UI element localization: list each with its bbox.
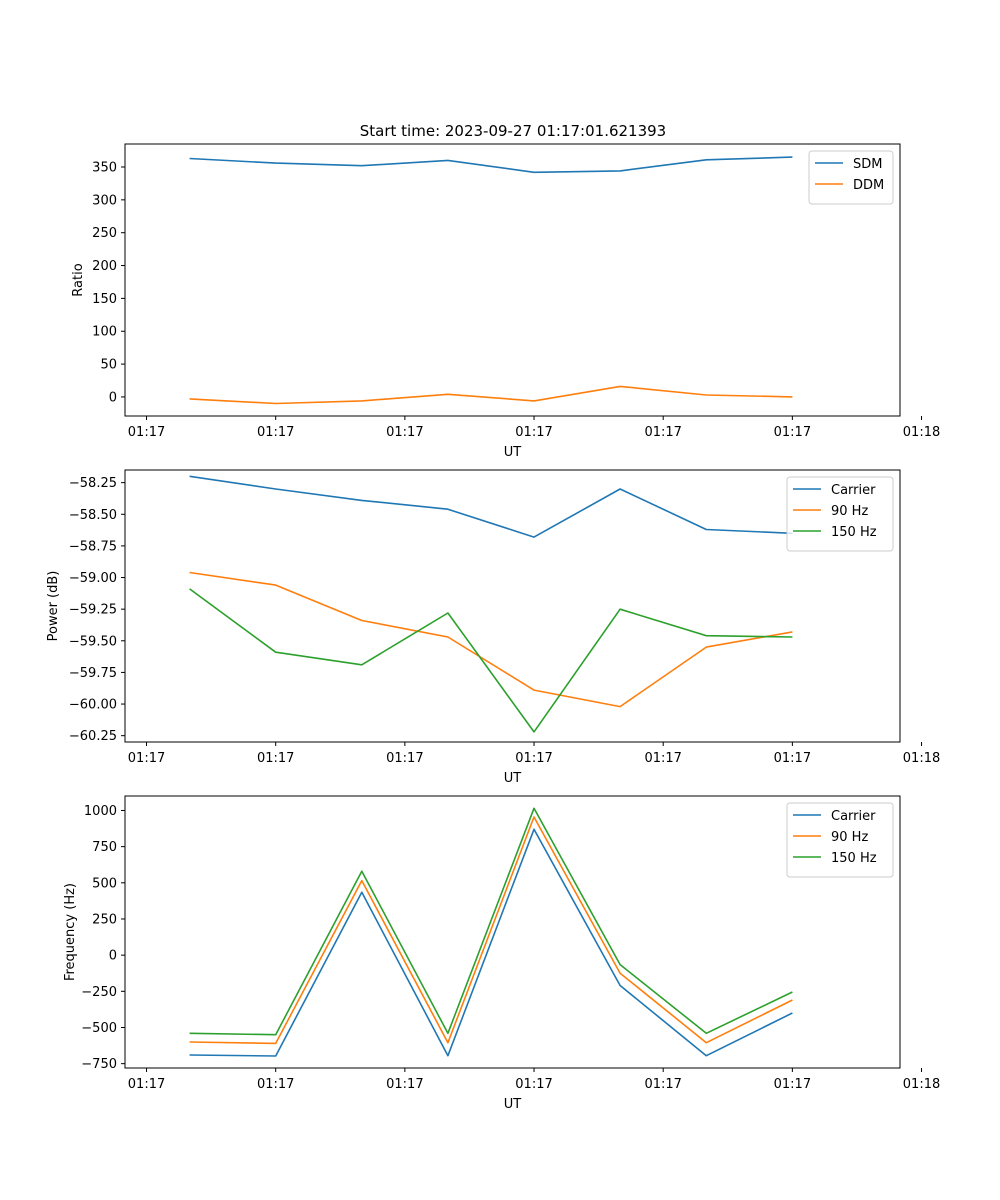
y-tick-label: −58.50 [69,508,117,523]
legend-box [786,476,894,552]
x-tick-label: 01:17 [515,1077,552,1092]
legend-label: DDM [853,178,884,193]
y-tick-label: 750 [92,840,117,855]
x-tick-label: 01:18 [903,751,940,766]
y-axis-label: Ratio [71,263,86,296]
chart-panel-3: 01:17 01:17 01:17 01:17 01:17 01:17 01:18 −750 −… [63,795,940,1112]
legend-box [808,150,894,205]
x-tick-label: 01:17 [515,751,552,766]
x-tick-label: 01:18 [903,1077,940,1092]
x-tick-label: 01:17 [257,1077,294,1092]
y-tick-label: 250 [92,226,117,241]
y-tick-label: −59.75 [69,666,117,681]
y-tick-label: −250 [81,985,117,1000]
y-axis-label: Power (dB) [46,571,61,642]
y-tick-label: −59.00 [69,571,117,586]
y-tick-label: 0 [109,390,117,405]
x-tick-label: 01:17 [128,751,165,766]
y-tick-label: 0 [109,949,117,964]
y-axis-label: Frequency (Hz) [63,883,78,981]
x-axis-label: UT [504,1097,522,1112]
series-line-sdm [189,156,793,174]
x-tick-label: 01:17 [644,1077,681,1092]
y-tick-label: −750 [81,1057,117,1072]
series-line-150-hz [189,807,793,1036]
x-tick-label: 01:17 [386,1077,423,1092]
x-tick-label: 01:17 [257,425,294,440]
y-tick-label: −58.75 [69,539,117,554]
x-tick-label: 01:17 [774,425,811,440]
x-tick-label: 01:17 [128,1077,165,1092]
y-tick-label: −500 [81,1021,117,1036]
x-axis-label: UT [504,445,522,460]
legend-label: Carrier [831,483,876,498]
y-tick-label: 350 [92,160,117,175]
series-line-carrier [189,828,793,1057]
legend-box [786,802,894,878]
y-tick-label: 200 [92,259,117,274]
x-tick-label: 01:17 [644,751,681,766]
y-tick-label: −59.25 [69,603,117,618]
x-tick-label: 01:18 [903,425,940,440]
y-tick-label: −60.00 [69,698,117,713]
y-tick-label: 250 [92,912,117,927]
x-tick-label: 01:17 [515,425,552,440]
series-line-ddm [189,385,793,405]
y-tick-label: 1000 [84,804,117,819]
chart-panel-1: 01:17 01:17 01:17 01:17 01:17 01:17 01:18 0 50 10… [71,143,940,460]
y-tick-label: 100 [92,325,117,340]
y-tick-label: −60.25 [69,729,117,744]
figure-title: Start time: 2023-09-27 01:17:01.621393 [360,122,666,140]
axes-frame [124,469,901,743]
chart-panels: 01:17 01:17 01:17 01:17 01:17 01:17 01:18 0 50 10… [46,143,940,1112]
chart-panel-2: 01:17 01:17 01:17 01:17 01:17 01:17 01:18 −60.2… [46,469,940,786]
axes-frame [124,143,901,417]
series-line-90-hz [189,571,793,708]
y-tick-label: −58.25 [69,476,117,491]
x-tick-label: 01:17 [257,751,294,766]
legend: Carrier 90 Hz 150 Hz [786,802,894,878]
x-axis-label: UT [504,771,522,786]
x-tick-label: 01:17 [644,425,681,440]
y-tick-label: 500 [92,876,117,891]
x-tick-label: 01:17 [128,425,165,440]
legend-label: Carrier [831,809,876,824]
series-line-carrier [189,475,793,538]
x-tick-label: 01:17 [774,1077,811,1092]
y-tick-label: 150 [92,292,117,307]
x-tick-label: 01:17 [386,425,423,440]
legend-label: 90 Hz [831,830,868,845]
legend: Carrier 90 Hz 150 Hz [786,476,894,552]
x-tick-label: 01:17 [774,751,811,766]
y-tick-label: 300 [92,193,117,208]
axes-frame [124,795,901,1069]
y-tick-label: −59.50 [69,634,117,649]
series-line-150-hz [189,588,793,733]
y-tick-label: 50 [100,358,117,373]
x-tick-label: 01:17 [386,751,423,766]
legend-label: SDM [853,157,882,172]
legend-label: 90 Hz [831,504,868,519]
legend: SDM DDM [808,150,894,205]
series-line-90-hz [189,816,793,1045]
legend-label: 150 Hz [831,525,877,540]
legend-label: 150 Hz [831,851,877,866]
